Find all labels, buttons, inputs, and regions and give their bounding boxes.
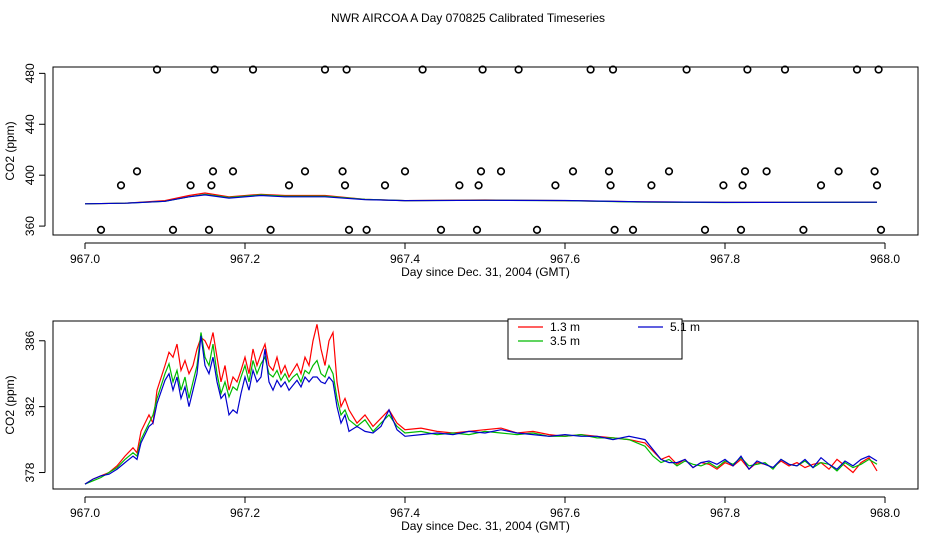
scatter-point: [474, 181, 483, 190]
scatter-point: [340, 181, 350, 190]
x-tick-label: 967.4: [390, 252, 420, 266]
scatter-point: [870, 167, 879, 176]
x-tick-label: 967.6: [550, 506, 580, 520]
plot-frame: [52, 66, 919, 236]
y-tick-label: 382: [23, 396, 37, 416]
figure-title: NWR AIRCOA A Day 070825 Calibrated Times…: [331, 11, 605, 25]
scatter-point: [152, 65, 162, 74]
scatter-point: [207, 181, 216, 190]
scatter-point: [682, 65, 691, 74]
scatter-point: [736, 225, 746, 235]
scatter-point: [472, 225, 482, 235]
scatter-point: [628, 225, 638, 235]
scatter-point: [606, 181, 615, 190]
x-tick-label: 967.2: [230, 252, 260, 266]
scatter-point: [320, 65, 330, 74]
x-tick-label: 968.0: [870, 506, 900, 520]
x-tick-label: 967.0: [70, 252, 100, 266]
scatter-point: [228, 167, 238, 176]
scatter-point: [96, 225, 106, 235]
y-tick-label: 480: [23, 63, 37, 83]
series-line-5-1-m: [84, 335, 878, 485]
scatter-point: [344, 225, 354, 235]
scatter-point: [586, 65, 595, 74]
scatter-point: [455, 181, 464, 190]
scatter-point: [568, 167, 578, 176]
scatter-point: [762, 167, 771, 176]
y-axis-label: CO2 (ppm): [3, 375, 17, 434]
scatter-point: [362, 225, 371, 235]
scatter-point: [208, 167, 218, 176]
y-axis-label: CO2 (ppm): [3, 121, 17, 180]
scatter-point: [496, 167, 506, 176]
scatter-point: [418, 65, 427, 74]
scatter-point: [816, 181, 826, 190]
scatter-point: [780, 65, 790, 74]
scatter-point: [476, 167, 486, 176]
scatter-point: [834, 167, 843, 176]
scatter-point: [132, 167, 142, 176]
series-line-3-5-m: [84, 332, 878, 485]
y-tick-label: 386: [23, 330, 37, 350]
scatter-point: [876, 225, 886, 235]
scatter-point: [168, 225, 178, 235]
panel-bottom-line: 967.0 967.2 967.4 967.6 967.8 968.0 Day since …: [3, 318, 919, 533]
scatter-point: [116, 181, 126, 190]
x-tick-label: 967.6: [550, 252, 580, 266]
scatter-point: [342, 65, 351, 74]
x-tick-label: 967.2: [230, 506, 260, 520]
y-tick-label: 360: [23, 216, 37, 236]
scatter-point: [738, 181, 747, 190]
scatter-point: [266, 225, 275, 235]
x-axis-label: Day since Dec. 31, 2004 (GMT): [401, 265, 570, 279]
scatter-point: [664, 167, 674, 176]
scatter-point: [186, 181, 195, 190]
scatter-point: [400, 167, 410, 176]
scatter-point: [700, 225, 710, 235]
scatter-point: [740, 167, 750, 176]
x-tick-label: 967.8: [710, 506, 740, 520]
x-tick-label: 967.8: [710, 252, 740, 266]
x-axis-label: Day since Dec. 31, 2004 (GMT): [401, 519, 570, 533]
legend-label: 5.1 m: [670, 320, 700, 334]
y-tick-label: 400: [23, 165, 37, 185]
scatter-point: [478, 65, 487, 74]
y-tick-label: 378: [23, 462, 37, 482]
scatter-point: [204, 225, 214, 235]
scatter-point: [872, 181, 882, 190]
scatter-point: [608, 65, 618, 74]
x-tick-label: 968.0: [870, 252, 900, 266]
legend-label: 3.5 m: [550, 334, 580, 348]
scatter-point: [610, 225, 619, 235]
y-tick-label: 440: [23, 114, 37, 134]
x-tick-label: 967.0: [70, 506, 100, 520]
scatter-point: [647, 181, 656, 190]
scatter-point: [743, 65, 752, 74]
legend-box: [507, 318, 683, 360]
scatter-point: [210, 65, 219, 74]
scatter-point: [380, 181, 390, 190]
scatter-point: [874, 65, 883, 74]
legend-label: 1.3 m: [550, 320, 580, 334]
series-line-5-1-m: [84, 194, 878, 205]
scatter-point: [604, 167, 614, 176]
scatter-point: [852, 65, 862, 74]
scatter-point: [799, 225, 808, 235]
scatter-point: [248, 65, 258, 74]
plot-frame: [52, 320, 919, 490]
x-tick-label: 967.4: [390, 506, 420, 520]
scatter-point: [719, 181, 728, 190]
panel-top-scatter: 967.0 967.2 967.4 967.6 967.8 968.0 Day since …: [3, 63, 919, 279]
scatter-point: [436, 225, 446, 235]
scatter-point: [300, 167, 310, 176]
scatter-point: [514, 65, 523, 74]
scatter-point: [532, 225, 542, 235]
scatter-point: [284, 181, 294, 190]
scatter-point: [551, 181, 560, 190]
scatter-point: [338, 167, 347, 176]
